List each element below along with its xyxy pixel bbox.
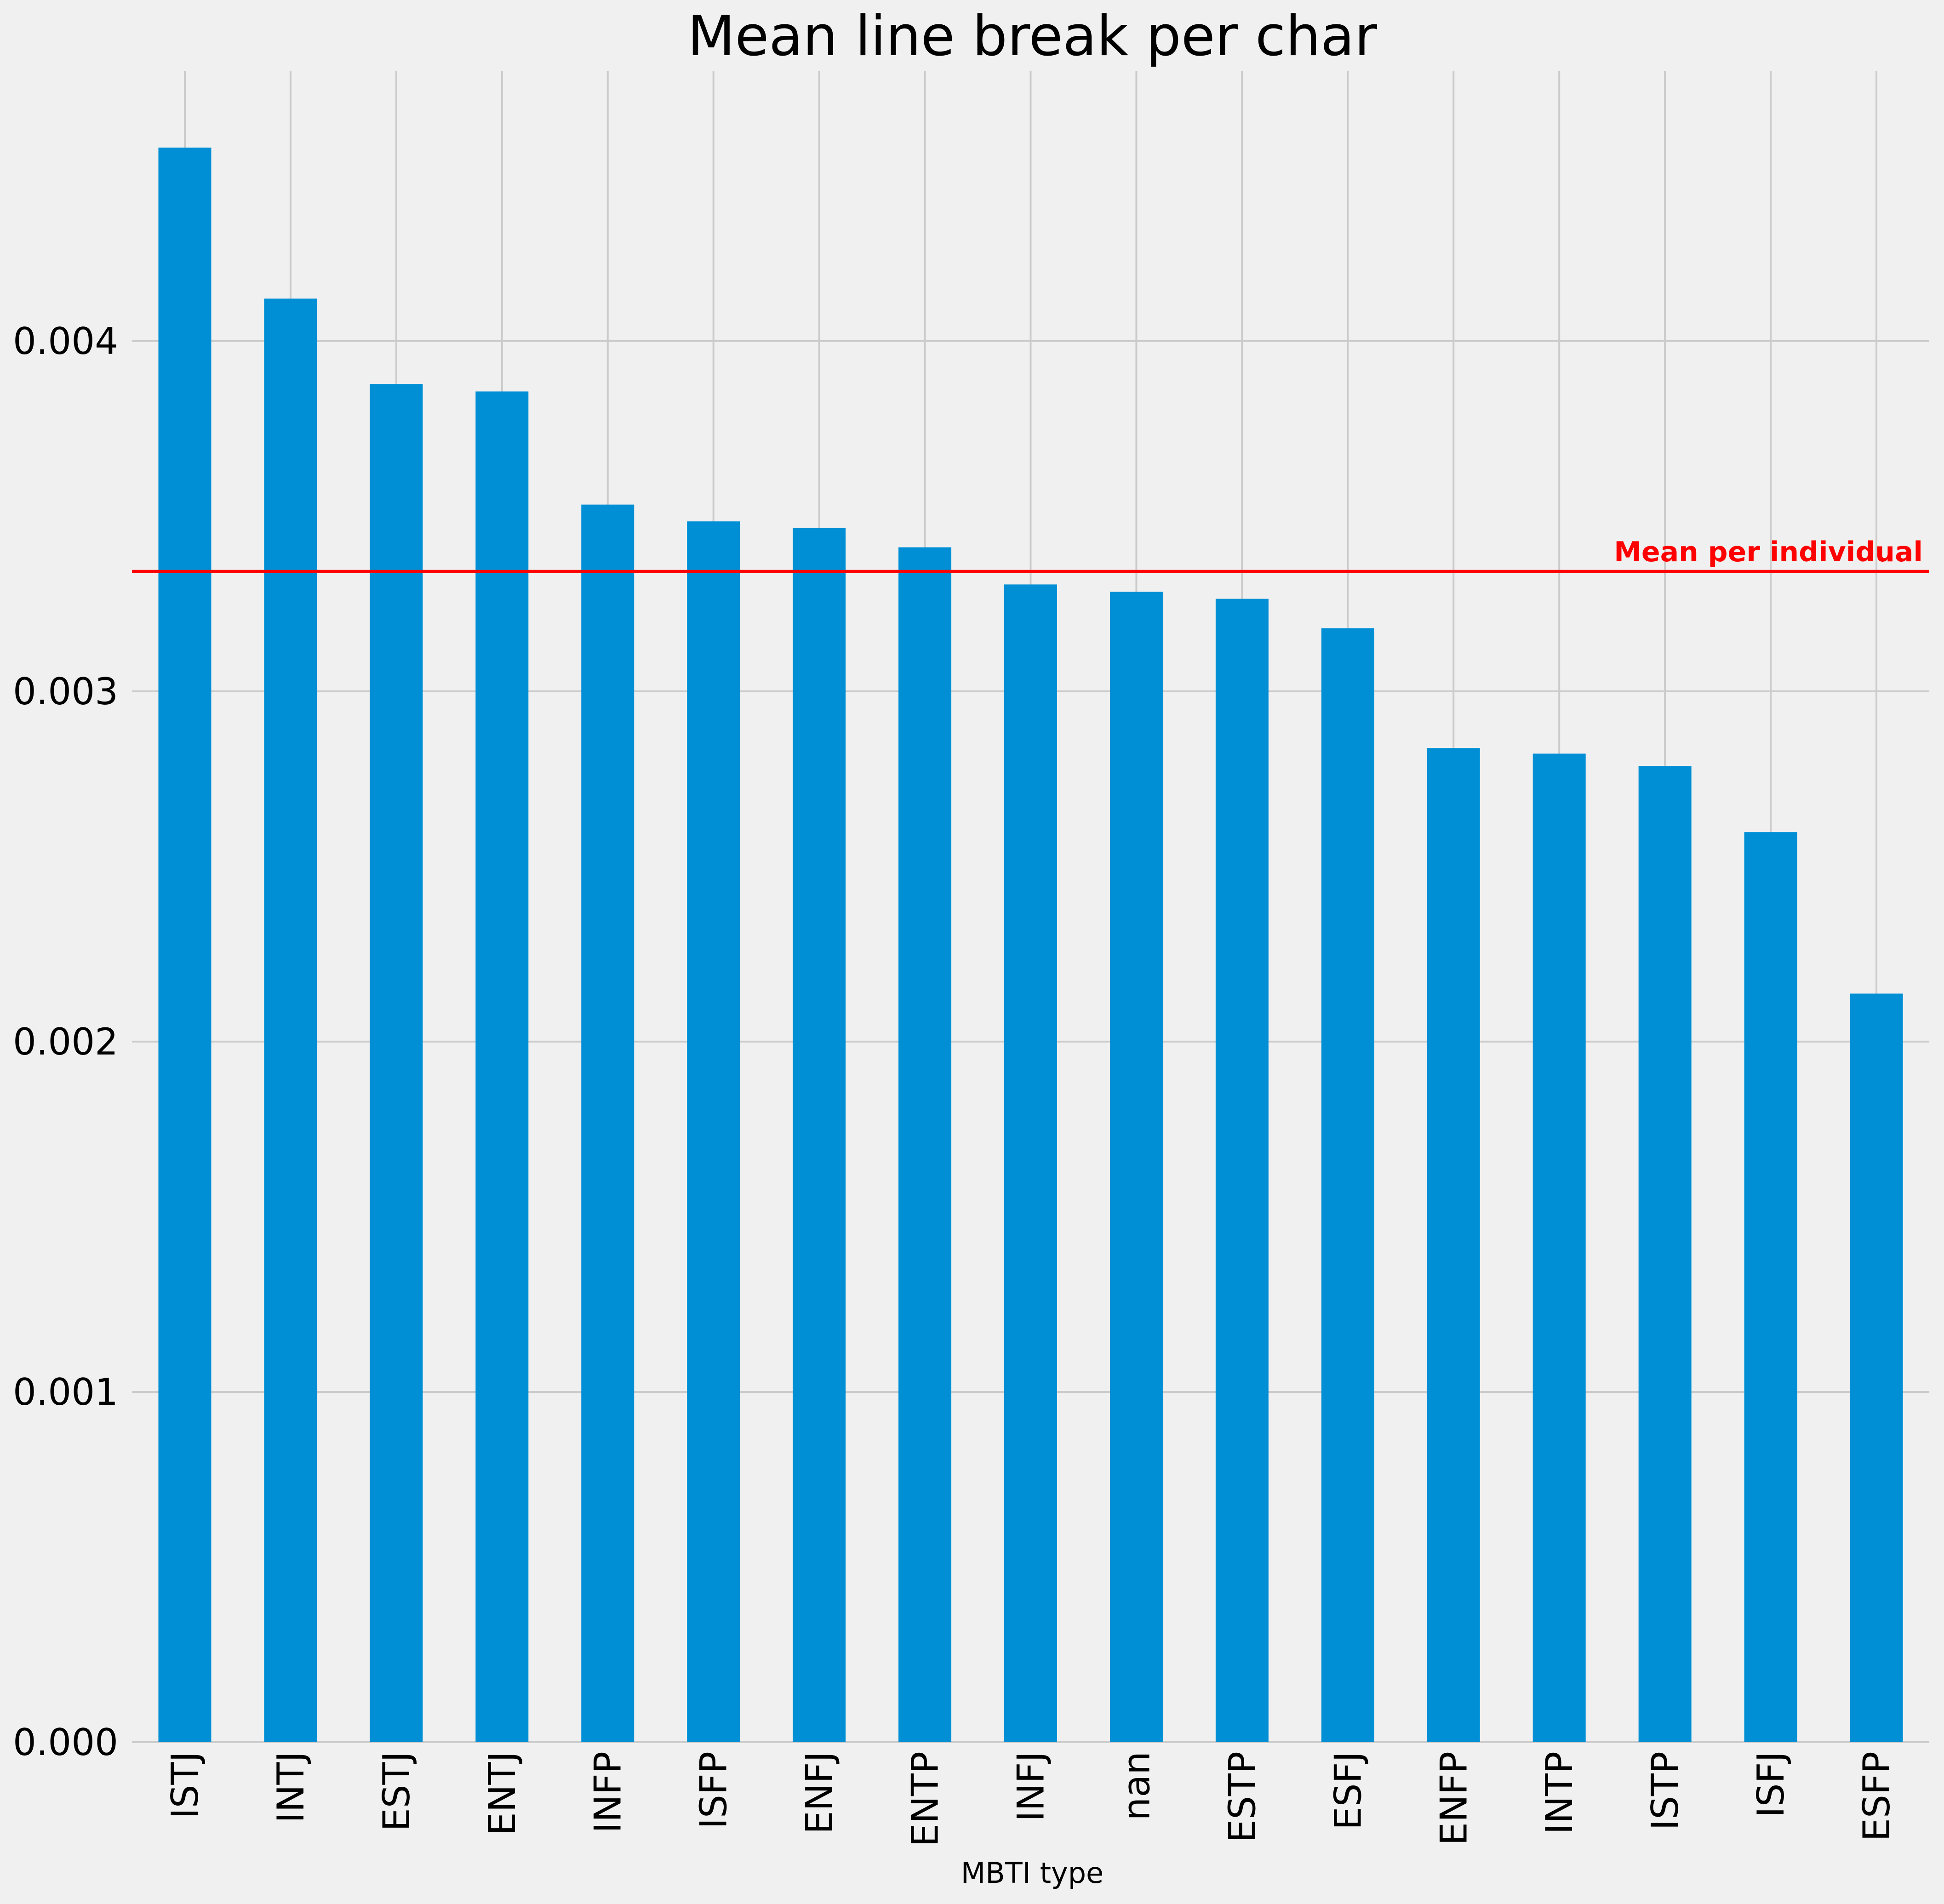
x-tick-label: INFP [587, 1751, 629, 1833]
bar-istp [1638, 766, 1692, 1742]
y-tick-label: 0.002 [13, 1020, 118, 1063]
bar-istj [158, 148, 212, 1742]
y-tick-label: 0.004 [13, 320, 118, 363]
x-tick-label: ISTJ [164, 1751, 206, 1819]
x-tick-label: nan [1115, 1751, 1158, 1820]
bar-entj [475, 391, 529, 1742]
x-tick-label: INTP [1538, 1751, 1581, 1835]
x-axis-ticks: ISTJ INTJ ESTJ ENTJ INFP ISFP ENFJ ENTP INFJ nan E… [164, 1751, 1898, 1847]
bar-intj [264, 298, 317, 1743]
x-tick-label: ENFP [1432, 1751, 1475, 1846]
bar-esfp [1850, 993, 1903, 1742]
y-tick-label: 0.000 [13, 1721, 118, 1764]
x-tick-label: ENFJ [798, 1751, 841, 1834]
x-tick-label: ENTP [904, 1751, 947, 1847]
x-tick-label: ISTP [1644, 1751, 1687, 1830]
bar-estp [1215, 599, 1269, 1742]
bar-entp [898, 547, 952, 1742]
x-tick-label: ISFP [692, 1751, 735, 1829]
x-axis-label: MBTI type [961, 1856, 1104, 1890]
chart-title: Mean line break per char [687, 5, 1378, 68]
y-tick-label: 0.003 [13, 670, 118, 713]
bar-nan [1109, 592, 1163, 1742]
x-tick-label: ESFJ [1326, 1751, 1369, 1830]
bar-isfj [1744, 832, 1797, 1742]
y-tick-label: 0.001 [13, 1371, 118, 1414]
bar-enfp [1427, 748, 1480, 1742]
bars [158, 148, 1903, 1743]
bar-infp [581, 504, 635, 1742]
bar-isfp [687, 521, 740, 1742]
x-tick-label: ESFP [1855, 1751, 1898, 1841]
mean-reference-label: Mean per individual [1614, 536, 1923, 568]
bar-esfj [1321, 628, 1374, 1743]
bar-estj [370, 384, 423, 1742]
x-tick-label: INTJ [269, 1751, 312, 1823]
x-tick-label: ESTJ [375, 1751, 418, 1831]
reference-line-group: Mean per individual [132, 536, 1929, 573]
x-tick-label: ESTP [1221, 1751, 1264, 1842]
x-tick-label: ISFJ [1750, 1751, 1792, 1818]
x-tick-label: ENTJ [481, 1751, 524, 1836]
y-axis-ticks: 0.000 0.001 0.002 0.003 0.004 [13, 320, 118, 1764]
x-tick-label: INFJ [1010, 1751, 1052, 1822]
bar-infj [1004, 584, 1057, 1742]
bar-intp [1532, 753, 1586, 1742]
bar-enfj [793, 528, 846, 1742]
